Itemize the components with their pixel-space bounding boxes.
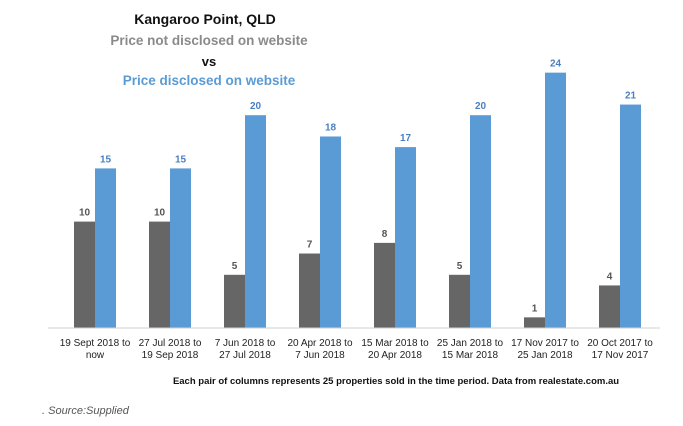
x-tick-label-1-line-0: 27 Jul 2018 to	[139, 338, 202, 349]
bars-group: 10 15 10 15 5 20 7 18 8 17 5 20 1 24 4 21	[74, 59, 641, 328]
bar-disclosed-2	[245, 115, 266, 328]
bar-disclosed-4	[395, 147, 416, 328]
bar-not-disclosed-2	[224, 274, 245, 328]
bar-not-disclosed-7	[599, 285, 620, 328]
chart-subtitle-disclosed: Price disclosed on website	[123, 73, 296, 88]
x-tick-label-5-line-1: 15 Mar 2018	[442, 350, 499, 361]
value-label-disclosed-3: 18	[325, 122, 337, 133]
bar-not-disclosed-4	[374, 242, 395, 328]
value-label-disclosed-2: 20	[250, 101, 262, 112]
value-label-disclosed-6: 24	[550, 59, 562, 70]
bar-chart: Kangaroo Point, QLD Price not disclosed …	[48, 11, 660, 387]
value-label-disclosed-7: 21	[625, 91, 637, 102]
chart-subtitle-not-disclosed: Price not disclosed on website	[110, 33, 308, 48]
value-label-disclosed-1: 15	[175, 154, 187, 165]
value-label-not-disclosed-0: 10	[79, 208, 91, 219]
x-tick-label-6-line-0: 17 Nov 2017 to	[511, 338, 579, 349]
x-tick-label-3-line-0: 20 Apr 2018 to	[287, 338, 352, 349]
value-label-not-disclosed-4: 8	[382, 229, 388, 240]
x-tick-label-5-line-0: 25 Jan 2018 to	[437, 338, 504, 349]
value-label-disclosed-4: 17	[400, 133, 412, 144]
x-tick-label-0-line-1: now	[86, 350, 105, 361]
value-label-not-disclosed-5: 5	[457, 261, 463, 272]
value-label-disclosed-0: 15	[100, 154, 112, 165]
bar-disclosed-0	[95, 168, 116, 328]
bar-disclosed-3	[320, 136, 341, 328]
x-tick-label-4-line-0: 15 Mar 2018 to	[361, 338, 429, 349]
value-label-not-disclosed-6: 1	[532, 303, 538, 314]
bar-disclosed-1	[170, 168, 191, 328]
value-label-not-disclosed-7: 4	[607, 271, 613, 282]
bar-not-disclosed-0	[74, 221, 95, 328]
x-tick-label-6-line-1: 25 Jan 2018	[517, 350, 572, 361]
value-label-disclosed-5: 20	[475, 101, 487, 112]
value-label-not-disclosed-2: 5	[232, 261, 238, 272]
bar-not-disclosed-1	[149, 221, 170, 328]
bar-not-disclosed-6	[524, 317, 545, 328]
x-tick-label-1-line-1: 19 Sep 2018	[142, 350, 199, 361]
x-tick-label-2-line-0: 7 Jun 2018 to	[215, 338, 276, 349]
source-caption: . Source:Supplied	[42, 405, 129, 417]
x-tick-label-7-line-0: 20 Oct 2017 to	[587, 338, 653, 349]
bar-disclosed-6	[545, 72, 566, 328]
chart-subtitle-vs: vs	[202, 54, 216, 69]
bar-disclosed-5	[470, 115, 491, 328]
bar-not-disclosed-3	[299, 253, 320, 328]
x-tick-label-7-line-1: 17 Nov 2017	[592, 350, 649, 361]
value-label-not-disclosed-1: 10	[154, 208, 166, 219]
chart-footnote: Each pair of columns represents 25 prope…	[173, 376, 619, 387]
bar-not-disclosed-5	[449, 274, 470, 328]
x-tick-label-3-line-1: 7 Jun 2018	[295, 350, 345, 361]
bar-disclosed-7	[620, 104, 641, 328]
value-label-not-disclosed-3: 7	[307, 240, 313, 251]
x-tick-label-2-line-1: 27 Jul 2018	[219, 350, 271, 361]
x-tick-label-4-line-1: 20 Apr 2018	[368, 350, 422, 361]
chart-title: Kangaroo Point, QLD	[134, 11, 276, 27]
x-tick-label-0-line-0: 19 Sept 2018 to	[60, 338, 131, 349]
